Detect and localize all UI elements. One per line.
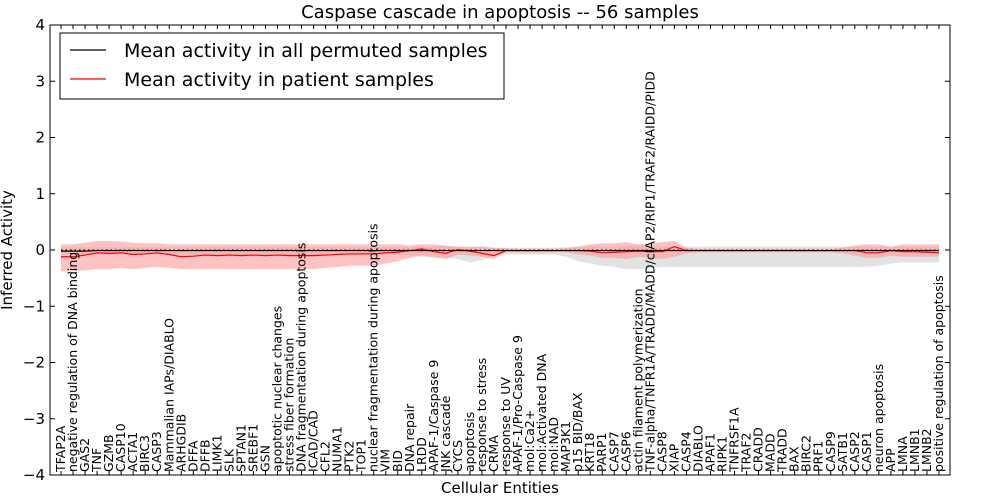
x-tick-label: DNA fragmentation during apoptosis	[294, 243, 309, 472]
x-tick-label: LRDD	[414, 437, 429, 472]
legend: Mean activity in all permuted samples Me…	[59, 32, 505, 100]
x-tick-label: KRT18	[582, 432, 597, 472]
x-tick-label: Mammalian IAPs/DIABLO	[161, 318, 176, 472]
x-tick-label: MAP3K1	[558, 421, 573, 472]
x-tick-label: ICAD/CAD	[306, 410, 321, 472]
legend-label-permuted: Mean activity in all permuted samples	[124, 40, 487, 62]
x-tick-label: TNFRSF1A	[727, 407, 742, 473]
x-tick-label: DFFB	[197, 439, 212, 472]
x-tick-label: mol:Ca2+	[522, 410, 537, 472]
x-tick-label: ACTA1	[125, 432, 140, 472]
legend-box	[59, 32, 505, 100]
patient-band	[61, 241, 939, 272]
x-tick-label: CASP7	[606, 431, 621, 472]
x-tick-label: TFAP2A	[53, 425, 68, 473]
x-tick-label: apoptosis	[462, 412, 477, 472]
legend-label-patient: Mean activity in patient samples	[124, 69, 434, 91]
x-tick-label: apoptotic nuclear changes	[269, 306, 284, 472]
x-tick-label: CRADD	[751, 427, 766, 472]
x-tick-label: NUMA1	[330, 426, 345, 472]
x-tick-label: neuron apoptosis	[871, 364, 886, 472]
x-tick-label: PARP1	[594, 433, 609, 472]
x-tick-label: actin filament polymerization	[630, 288, 645, 472]
x-tick-label: BAX	[787, 446, 802, 472]
x-tick-label: response to stress	[474, 358, 489, 472]
x-tick-label: TOP1	[354, 439, 369, 473]
x-tick-label: APAF1	[702, 433, 717, 472]
x-tick-label: GAS2	[77, 438, 92, 472]
x-tick-label: BID	[390, 450, 405, 472]
x-tick-label: XIAP	[666, 443, 681, 472]
y-tick-label: 4	[35, 16, 45, 34]
x-tick-label: BIRC3	[137, 435, 152, 472]
y-tick-label: 1	[35, 185, 45, 203]
x-tick-label: CASP9	[823, 431, 838, 472]
y-tick-label: −4	[23, 466, 45, 484]
x-tick-label: SATB1	[835, 432, 850, 472]
y-axis-label: Inferred Activity	[0, 190, 16, 310]
band-layer	[61, 241, 939, 272]
x-tick-label: LMNA	[895, 436, 910, 472]
x-tick-label: SREBF1	[245, 424, 260, 472]
x-tick-label: mol:NAD	[546, 417, 561, 472]
x-tick-label: negative regulation of DNA binding	[65, 252, 80, 472]
x-tick-label: TRADD	[775, 428, 790, 473]
x-tick-label: mol:Activated DNA	[534, 353, 549, 472]
x-tick-label: PRF1	[811, 441, 826, 472]
x-tick-label: VIM	[378, 449, 393, 472]
x-tick-label: CASP10	[113, 423, 128, 472]
x-tick-label: GSN	[257, 445, 272, 472]
x-tick-label: CASP4	[678, 431, 693, 472]
x-tick-label: TNF-alpha/TNFR1A/TRADD/MADD/cIAP2/RIP1/T…	[642, 71, 657, 473]
x-tick-label: MADD	[763, 433, 778, 472]
x-tick-label: LMNB2	[919, 428, 934, 472]
x-tick-label: CRMA	[486, 435, 501, 472]
x-tick-label: APP	[883, 448, 898, 472]
y-tick-label: −2	[23, 354, 45, 372]
x-tick-label: JNK cascade	[438, 395, 453, 473]
x-tick-label: SLK	[221, 448, 236, 472]
x-tick-label: p15 BID/BAX	[570, 392, 585, 472]
x-tick-label: TNF	[89, 448, 104, 473]
x-tick-label: PTK2	[342, 441, 357, 472]
x-tick-label: CASP1	[859, 431, 874, 472]
y-axis: −4 −3 −2 −1 0 1 2 3 4	[23, 16, 950, 484]
y-tick-label: −1	[23, 297, 45, 315]
series-line-permuted	[61, 249, 939, 252]
x-tick-label: DFFA	[185, 440, 200, 472]
x-tick-label: LIMK1	[209, 434, 224, 472]
y-tick-label: −3	[23, 410, 45, 428]
x-tick-label: GZMB	[101, 434, 116, 472]
x-tick-label: ARHGDIB	[173, 414, 188, 472]
x-tick-label: CYCS	[450, 440, 465, 472]
x-tick-label: CFL2	[318, 441, 333, 472]
x-tick-label: positive regulation of apoptosis	[931, 275, 946, 472]
x-tick-label: stress fiber formation	[282, 338, 297, 472]
x-tick-label: nuclear fragmentation during apoptosis	[366, 223, 381, 472]
x-tick-label: DNA repair	[402, 403, 417, 472]
x-tick-label: CASP6	[618, 431, 633, 472]
x-tick-label: SPTAN1	[233, 424, 248, 472]
x-axis-label: Cellular Entities	[441, 479, 559, 497]
x-tick-label: LMNB1	[907, 428, 922, 472]
chart-title: Caspase cascade in apoptosis -- 56 sampl…	[301, 2, 699, 23]
x-tick-label: DIABLO	[690, 425, 705, 472]
line-layer	[61, 245, 940, 258]
x-tick-label: CASP3	[149, 431, 164, 472]
y-tick-label: 3	[35, 72, 45, 90]
y-tick-label: 2	[35, 129, 45, 147]
x-tick-label: BIRC2	[799, 435, 814, 472]
x-tick-label: response to UV	[498, 377, 513, 472]
x-tick-label: CASP8	[654, 431, 669, 472]
x-tick-label: TRAF2	[739, 432, 754, 473]
y-tick-label: 0	[35, 241, 45, 259]
x-tick-label: CASP2	[847, 431, 862, 472]
x-tick-label: RIPK1	[715, 436, 730, 472]
x-tick-label: APAF-1/Caspase 9	[426, 360, 441, 472]
x-tick-label: APAF-1/Pro-Caspase 9	[510, 335, 525, 472]
